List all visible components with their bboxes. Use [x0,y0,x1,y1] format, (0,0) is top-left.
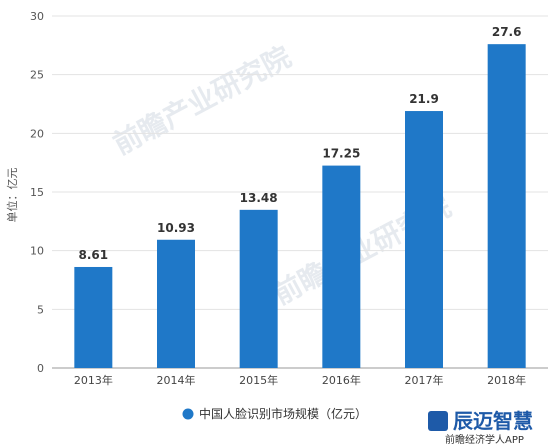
bar [239,209,278,368]
watermark-text: 前瞻产业研究院 [108,40,297,161]
logo: 辰迈智慧 前瞻经济学人APP [428,409,533,446]
x-tick-label: 2015年 [239,373,278,387]
bar [322,165,361,368]
bar [74,266,113,368]
data-label: 27.6 [492,25,522,39]
data-label: 21.9 [409,92,439,106]
legend-marker [182,408,194,420]
value-labels: 8.61 10.93 13.48 17.25 21.9 27.6 [79,25,522,262]
legend-label: 中国人脸识别市场规模（亿元） [199,406,367,421]
bar [157,239,195,368]
data-label: 17.25 [322,147,360,161]
y-tick-label: 10 [30,245,44,258]
y-tick-label: 25 [30,69,44,82]
data-label: 8.61 [79,248,109,262]
logo-title: 辰迈智慧 [453,409,533,433]
y-tick-label: 30 [30,10,44,23]
x-tick-label: 2016年 [322,373,361,387]
bars [74,44,526,368]
y-axis-ticks: 0 5 10 15 20 25 30 [30,10,44,375]
x-tick-label: 2013年 [74,373,113,387]
x-tick-label: 2017年 [405,373,444,387]
y-tick-label: 5 [37,303,44,316]
data-label: 10.93 [157,221,195,235]
bar [487,44,526,368]
y-axis-label: 单位：亿元 [5,168,19,223]
logo-subtitle: 前瞻经济学人APP [445,433,524,446]
logo-mark [428,411,448,431]
y-tick-label: 15 [30,186,44,199]
x-tick-label: 2018年 [487,373,526,387]
bar [405,111,443,368]
x-tick-label: 2014年 [157,373,196,387]
gridlines [52,15,548,369]
legend: 中国人脸识别市场规模（亿元） [182,406,367,421]
data-label: 13.48 [240,191,278,205]
x-axis-ticks: 2013年 2014年 2015年 2016年 2017年 2018年 [74,373,526,387]
y-tick-label: 0 [37,362,44,375]
y-tick-label: 20 [30,127,44,140]
